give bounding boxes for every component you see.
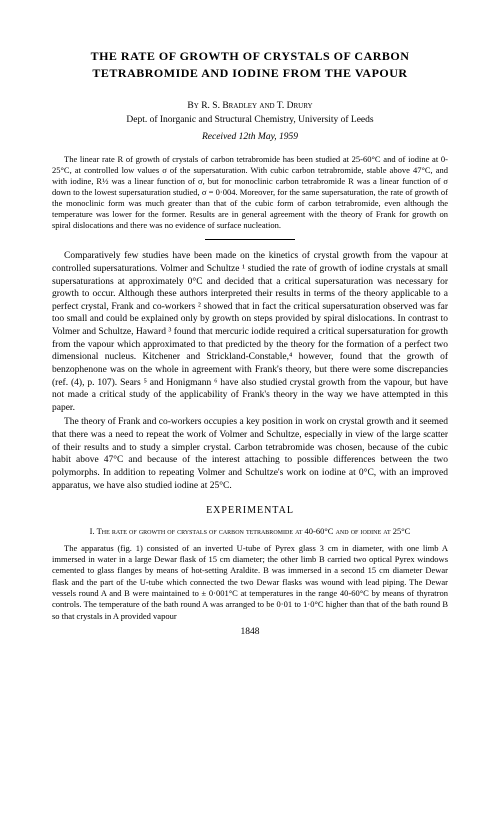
byline-by: By [187,101,198,111]
body-paragraph-3: The apparatus (fig. 1) consisted of an i… [52,543,448,622]
body-paragraph-2: The theory of Frank and co-workers occup… [52,416,448,492]
department: Dept. of Inorganic and Structural Chemis… [52,114,448,127]
section-heading-experimental: EXPERIMENTAL [52,504,448,518]
title-line-2: TETRABROMIDE AND IODINE FROM THE VAPOUR [92,66,407,80]
abstract: The linear rate R of growth of crystals … [52,154,448,231]
body-paragraph-1: Comparatively few studies have been made… [52,250,448,414]
abstract-divider [205,239,295,240]
title-line-1: THE RATE OF GROWTH OF CRYSTALS OF CARBON [91,49,410,63]
received-date: Received 12th May, 1959 [52,131,448,144]
page-number: 1848 [52,626,448,639]
byline: By R. S. Bradley and T. Drury [52,100,448,113]
paper-title: THE RATE OF GROWTH OF CRYSTALS OF CARBON… [52,48,448,82]
byline-authors: R. S. Bradley and T. Drury [201,101,312,111]
subsection-heading-1: I. The rate of growth of crystals of car… [52,526,448,537]
